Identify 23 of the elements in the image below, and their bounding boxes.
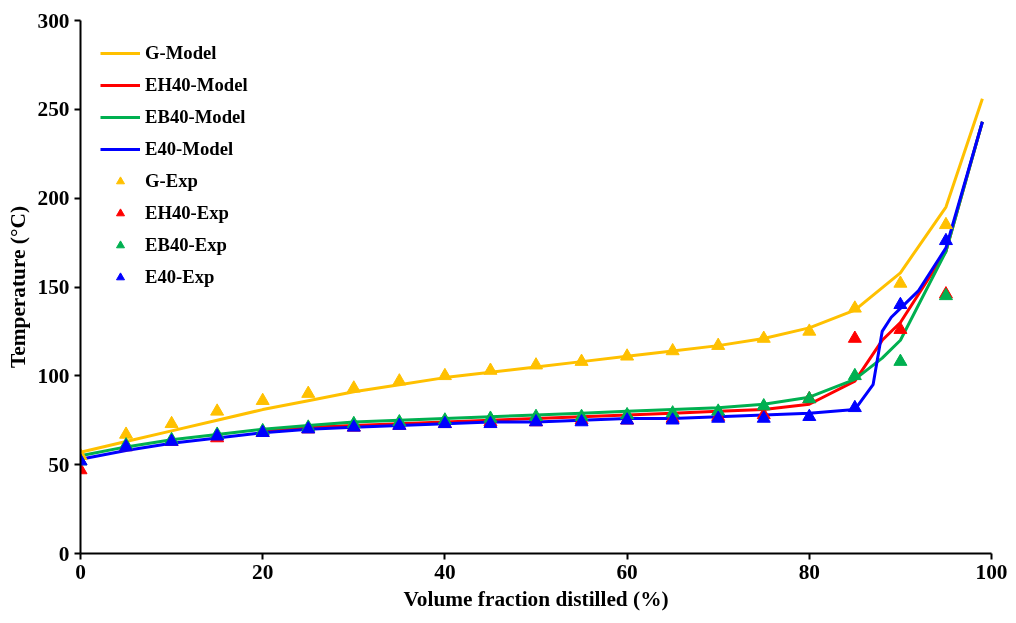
y-tick-label: 150 [37,275,70,299]
x-axis-title: Volume fraction distilled (%) [403,586,669,611]
x-tick-label: 60 [616,559,638,584]
x-tick-label: 100 [975,559,1008,584]
y-tick-label: 100 [37,363,70,388]
y-axis-title: Temperature (°C) [5,206,30,368]
legend-label: G-Model [145,41,217,65]
y-tick-label: 0 [58,541,70,566]
x-tick-label: 0 [75,559,86,584]
x-tick-label: 80 [798,559,820,584]
x-tick-label: 40 [434,559,456,584]
x-tick-label: 20 [252,559,274,584]
legend-label: EH40-Model [145,73,248,97]
legend-label: EH40-Exp [145,201,229,225]
legend-label: E40-Exp [145,265,215,289]
y-tick-label: 250 [37,97,70,122]
y-tick-label: 200 [37,186,70,211]
legend-label: EB40-Exp [145,233,227,257]
legend-label: EB40-Model [145,105,246,129]
legend-label: G-Exp [145,169,198,193]
legend-label: E40-Model [145,137,234,161]
y-tick-label: 50 [48,452,70,477]
y-tick-label: 300 [37,8,70,33]
